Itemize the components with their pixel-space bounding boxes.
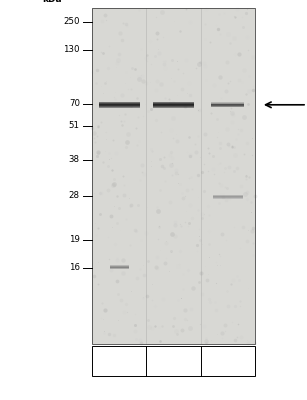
Text: 16: 16 [69, 264, 80, 272]
Bar [92, 346, 255, 376]
Text: 293T: 293T [162, 356, 185, 366]
Text: 38: 38 [69, 156, 80, 164]
Text: 19: 19 [69, 236, 80, 244]
Text: kDa: kDa [42, 0, 61, 4]
Bar [92, 8, 255, 344]
Text: 130: 130 [63, 46, 80, 54]
Text: 70: 70 [69, 100, 80, 108]
Text: 250: 250 [63, 18, 80, 26]
Text: HeLa: HeLa [108, 356, 131, 366]
Text: 28: 28 [69, 192, 80, 200]
Bar [92, 8, 255, 344]
Text: 3T3: 3T3 [219, 356, 236, 366]
Text: 51: 51 [69, 122, 80, 130]
